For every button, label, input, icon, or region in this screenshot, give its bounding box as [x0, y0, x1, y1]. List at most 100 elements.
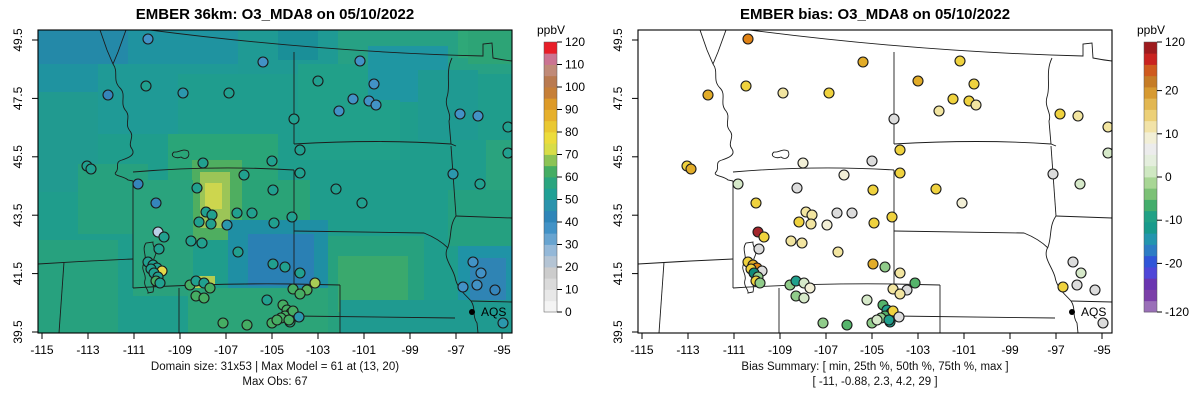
station-dot — [268, 217, 280, 229]
svg-text:60: 60 — [565, 170, 579, 184]
station-dot — [185, 235, 197, 247]
station-dot — [1067, 256, 1079, 268]
station-dot — [1102, 121, 1112, 133]
station-dot — [871, 314, 883, 326]
station-dot — [474, 178, 486, 190]
aqs-legend-label: AQS — [1081, 305, 1106, 319]
station-dot — [454, 108, 466, 120]
station-dot — [823, 87, 835, 99]
panel-model: EMBER 36km: O3_MDA8 on 05/10/2022 -115 -1… — [11, 6, 585, 388]
svg-text:-107: -107 — [214, 343, 238, 357]
station-dot — [368, 78, 380, 90]
svg-text:-113: -113 — [76, 343, 99, 357]
model-caption-domain: Domain size: 31x53 | Max Model = 61 at (… — [150, 361, 400, 373]
station-dot — [267, 184, 279, 196]
svg-text:110: 110 — [565, 58, 584, 72]
station-dot — [257, 56, 269, 68]
station-dot — [85, 163, 97, 175]
svg-text:-111: -111 — [123, 343, 146, 357]
station-dot — [177, 87, 189, 99]
station-dot — [312, 75, 324, 87]
station-dot — [970, 99, 982, 111]
svg-text:-115: -115 — [30, 343, 53, 357]
station-dot — [883, 314, 895, 326]
state-borders — [38, 30, 512, 333]
bias-map-background — [638, 30, 1112, 333]
lake-outline — [171, 149, 190, 159]
svg-text:-111: -111 — [723, 343, 746, 357]
station-dot — [241, 319, 253, 331]
svg-text:-105: -105 — [260, 343, 284, 357]
station-dot — [867, 258, 879, 270]
station-dot — [267, 258, 279, 270]
svg-text:50: 50 — [565, 193, 579, 207]
station-dot — [798, 292, 810, 304]
svg-text:41.5: 41.5 — [11, 262, 25, 286]
station-dot — [294, 267, 306, 279]
svg-text:-109: -109 — [768, 343, 792, 357]
svg-text:43.5: 43.5 — [11, 203, 25, 227]
station-dot — [831, 207, 843, 219]
svg-text:10: 10 — [565, 283, 579, 297]
station-dot — [947, 93, 959, 105]
station-dot — [894, 288, 906, 300]
station-dot — [740, 80, 752, 92]
svg-text:49.5: 49.5 — [611, 28, 625, 52]
svg-text:-103: -103 — [306, 343, 330, 357]
station-dot — [288, 113, 300, 125]
svg-text:-20: -20 — [1165, 256, 1183, 270]
station-dot — [1097, 317, 1109, 329]
model-map: -115 -113 -111 -109 -107 -105 -103 -101 -99 -97 -9… — [11, 23, 585, 357]
station-dot — [758, 231, 770, 243]
station-dot — [191, 182, 203, 194]
station-dot — [867, 184, 879, 196]
station-dot — [502, 121, 512, 133]
station-dot — [140, 80, 152, 92]
station-dot — [347, 93, 359, 105]
svg-text:49.5: 49.5 — [11, 28, 25, 52]
model-panel-title: EMBER 36km: O3_MDA8 on 05/10/2022 — [135, 6, 415, 23]
colorbar-title: ppbV — [537, 23, 565, 37]
station-dot — [886, 211, 898, 223]
station-dot — [893, 311, 905, 323]
station-dot — [238, 169, 250, 181]
station-dot — [879, 261, 891, 273]
station-dot — [502, 147, 512, 159]
station-dot — [283, 314, 295, 326]
aqs-legend-dot — [469, 309, 475, 315]
station-dot — [702, 89, 714, 101]
svg-text:0: 0 — [1165, 170, 1172, 184]
svg-text:47.5: 47.5 — [611, 86, 625, 110]
plot-frame — [37, 29, 513, 334]
state-borders — [638, 30, 1112, 333]
svg-text:30: 30 — [565, 238, 579, 252]
station-dot — [868, 217, 880, 229]
station-dot — [1054, 108, 1066, 120]
model-field-regions — [38, 30, 512, 333]
station-dot — [266, 155, 278, 167]
station-dot — [198, 292, 210, 304]
station-dot — [1102, 147, 1112, 159]
station-dot — [777, 87, 789, 99]
bias-caption-summary-values: [ -11, -0.88, 2.3, 4.2, 29 ] — [812, 376, 938, 388]
bias-caption-summary-header: Bias Summary: [ min, 25th %, 50th %, 75t… — [741, 361, 1009, 373]
svg-text:-97: -97 — [1047, 343, 1065, 357]
station-dot — [197, 157, 209, 169]
panel-bias: EMBER bias: O3_MDA8 on 05/10/2022 -115 -1… — [600, 0, 1200, 409]
station-dot — [447, 168, 459, 180]
station-dot — [1089, 284, 1101, 296]
station-dot — [489, 284, 501, 296]
station-dot — [471, 279, 483, 291]
station-dot — [894, 267, 906, 279]
station-dot — [857, 56, 869, 68]
svg-text:-113: -113 — [676, 343, 699, 357]
station-dot — [294, 167, 306, 179]
station-dot — [754, 277, 766, 289]
station-dot — [841, 319, 853, 331]
station-dot — [821, 219, 833, 231]
station-dot — [894, 167, 906, 179]
svg-text:40: 40 — [565, 215, 579, 229]
svg-text:120: 120 — [565, 35, 585, 49]
station-dot — [753, 243, 765, 255]
svg-text:90: 90 — [565, 103, 579, 117]
